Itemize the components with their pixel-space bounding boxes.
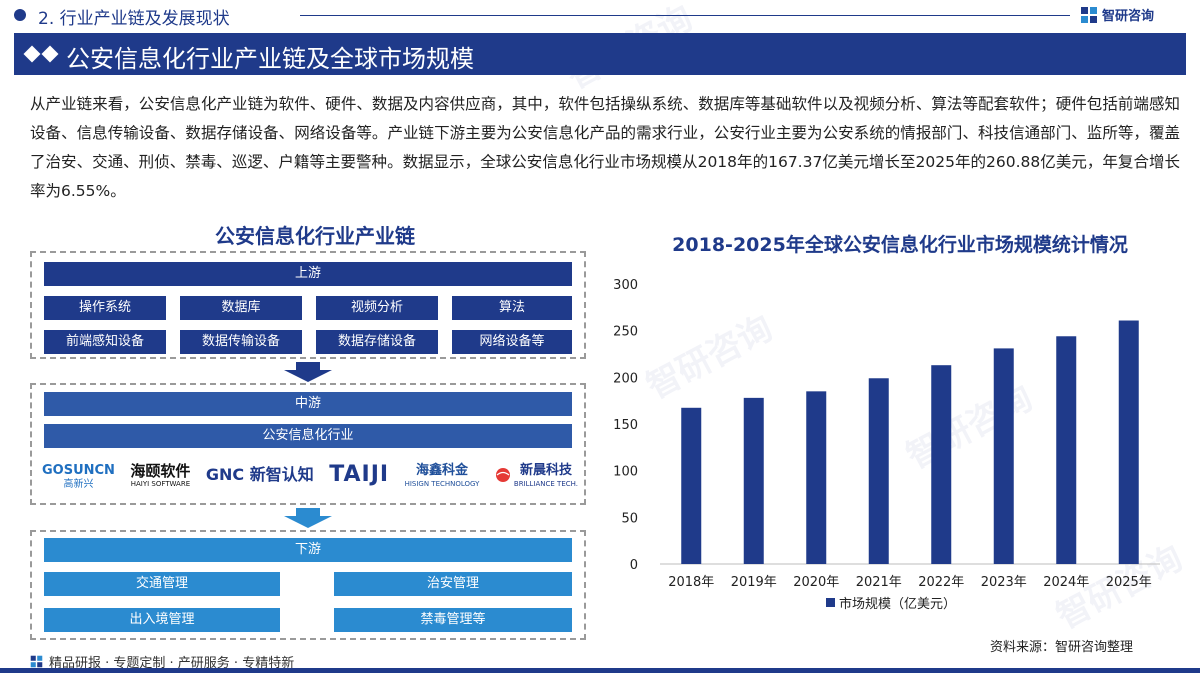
- legend-label: 市场规模（亿美元）: [839, 597, 957, 612]
- logo-name: GOSUNCN: [42, 462, 115, 478]
- y-tick-label: 250: [613, 325, 638, 340]
- logo-name: 海鑫科金: [415, 462, 468, 478]
- y-tick-label: 0: [630, 558, 638, 573]
- bar-2020年: [806, 391, 827, 564]
- downstream-item: 治安管理: [334, 572, 572, 596]
- y-tick-label: 100: [613, 465, 638, 480]
- y-tick-label: 300: [613, 278, 638, 293]
- company-logos: GOSUNCN 高新兴 海颐软件 HAIYI SOFTWARE GNC 新智认知…: [42, 456, 578, 494]
- x-tick-label: 2025年: [1106, 575, 1152, 590]
- diamond-icon: [23, 45, 41, 63]
- header-divider: [300, 15, 1070, 16]
- upstream-item: 前端感知设备: [44, 330, 166, 354]
- upstream-item: 算法: [452, 296, 572, 320]
- logo-name: TAIJI: [329, 462, 390, 487]
- x-tick-label: 2020年: [793, 575, 839, 590]
- source-note: 资料来源：智研咨询整理: [990, 640, 1134, 655]
- company-logo: GOSUNCN 高新兴: [42, 462, 115, 490]
- company-logo: 海鑫科金 HISIGN TECHNOLOGY: [405, 462, 480, 489]
- chain-title: 公安信息化行业产业链: [215, 224, 415, 248]
- logo-subname: HISIGN TECHNOLOGY: [404, 479, 480, 488]
- x-tick-label: 2022年: [918, 575, 964, 590]
- upstream-item: 数据存储设备: [316, 330, 438, 354]
- upstream-item: 数据库: [180, 296, 302, 320]
- logo-subname: HAIYI SOFTWARE: [130, 479, 191, 488]
- footer-services: 精品研报 · 专题定制 · 产研服务 · 专精特新: [49, 656, 295, 671]
- y-tick-label: 150: [613, 418, 638, 433]
- chart-title: 2018-2025年全球公安信息化行业市场规模统计情况: [672, 234, 1128, 256]
- bar-chart: 0 50 100 150 200 250 300 2018年 2019年 2020年 2021年 20…: [613, 278, 1160, 590]
- brand-logo: 智研咨询: [1080, 5, 1154, 24]
- upstream-item: 操作系统: [44, 296, 166, 320]
- midstream-industry: 公安信息化行业: [44, 424, 572, 448]
- section-title: 2. 行业产业链及发展现状: [38, 9, 230, 29]
- brand-mark-icon: [30, 655, 43, 668]
- title-banner: 公安信息化行业产业链及全球市场规模: [14, 33, 1186, 75]
- globe-icon: [495, 468, 510, 482]
- footer: 精品研报 · 专题定制 · 产研服务 · 专精特新: [30, 652, 294, 671]
- logo-name: GNC 新智认知: [205, 465, 314, 484]
- logo-name: 新晨科技: [519, 462, 572, 478]
- upstream-item: 数据传输设备: [180, 330, 302, 354]
- x-tick-label: 2021年: [856, 575, 902, 590]
- bar-2023年: [993, 348, 1014, 564]
- diamond-icon: [41, 45, 59, 63]
- page-title: 公安信息化行业产业链及全球市场规模: [66, 45, 474, 73]
- logo-subname: 高新兴: [63, 478, 94, 490]
- legend-swatch: [826, 598, 835, 607]
- downstream-item: 禁毒管理等: [334, 608, 572, 632]
- upstream-box: [30, 251, 586, 359]
- upstream-item: 视频分析: [316, 296, 438, 320]
- bar-2021年: [868, 378, 889, 564]
- upstream-item: 网络设备等: [452, 330, 572, 354]
- y-tick-label: 200: [613, 371, 638, 386]
- bar-2024年: [1056, 336, 1077, 564]
- flow-arrow-icon: [284, 508, 332, 528]
- x-tick-label: 2019年: [731, 575, 777, 590]
- company-logo: GNC 新智认知: [206, 466, 314, 484]
- intro-paragraph: 从产业链来看，公安信息化产业链为软件、硬件、数据及内容供应商，其中，软件包括操纵…: [30, 95, 1180, 200]
- section-bullet-icon: [14, 9, 26, 21]
- x-tick-label: 2024年: [1043, 575, 1089, 590]
- downstream-item: 出入境管理: [44, 608, 280, 632]
- flow-arrow-icon: [284, 362, 332, 382]
- logo-subname: BRILLIANCE TECH.: [513, 479, 578, 488]
- y-tick-label: 50: [621, 511, 638, 526]
- brand-mark-icon: [1081, 6, 1097, 23]
- downstream-header: 下游: [44, 538, 572, 562]
- brand-name: 智研咨询: [1102, 9, 1155, 24]
- bar-2022年: [931, 365, 952, 564]
- chart-legend: 市场规模（亿美元）: [826, 593, 956, 612]
- top-header: 2. 行业产业链及发展现状 智研咨询: [0, 0, 1200, 32]
- x-tick-label: 2018年: [668, 575, 714, 590]
- company-logo: TAIJI: [329, 462, 390, 487]
- upstream-header: 上游: [44, 262, 572, 286]
- bar-2018年: [681, 407, 702, 564]
- bottom-band: [0, 668, 1200, 673]
- midstream-header: 中游: [44, 392, 572, 416]
- bar-2025年: [1118, 320, 1139, 564]
- downstream-box: [30, 530, 586, 640]
- midstream-box: [30, 383, 586, 505]
- logo-name: 海颐软件: [130, 461, 191, 480]
- bar-2019年: [743, 397, 764, 564]
- company-logo: 海颐软件 HAIYI SOFTWARE: [130, 462, 190, 489]
- downstream-item: 交通管理: [44, 572, 280, 596]
- company-logo: 新晨科技 BRILLIANCE TECH.: [495, 462, 578, 489]
- x-tick-label: 2023年: [981, 575, 1027, 590]
